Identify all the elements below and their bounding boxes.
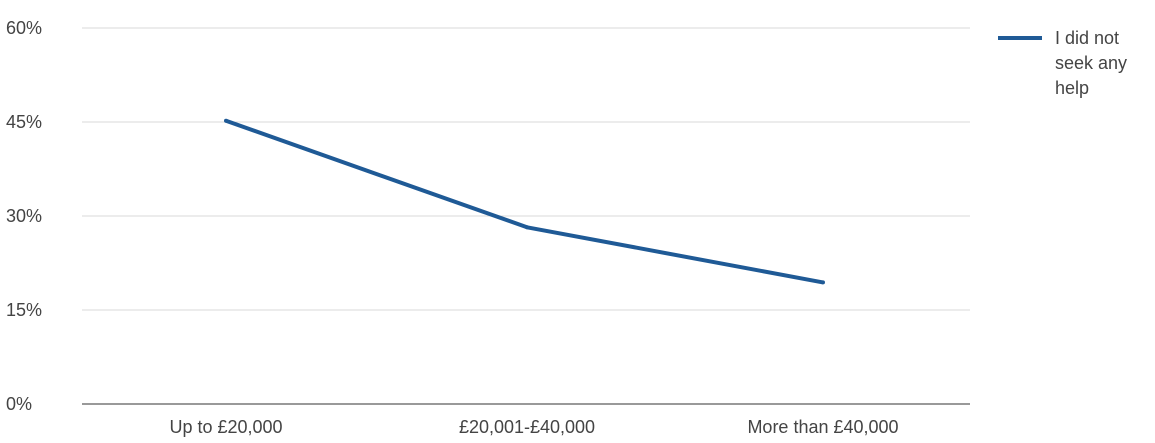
y-axis-tick-labels: 0% 15% 30% 45% 60%	[6, 18, 42, 414]
series-line	[225, 118, 824, 285]
legend-label-line: I did not	[1055, 28, 1119, 48]
y-tick-label: 15%	[6, 300, 42, 320]
gridlines	[82, 27, 970, 405]
legend-label: I did not seek any help	[1055, 28, 1127, 98]
y-tick-label: 30%	[6, 206, 42, 226]
x-tick-label: Up to £20,000	[169, 417, 282, 437]
y-tick-label: 0%	[6, 394, 32, 414]
data-point	[525, 225, 529, 230]
legend: I did not seek any help	[998, 28, 1127, 98]
data-point	[821, 280, 825, 285]
x-tick-label: £20,001-£40,000	[459, 417, 595, 437]
legend-label-line: help	[1055, 78, 1089, 98]
legend-label-line: seek any	[1055, 53, 1127, 73]
x-axis-tick-labels: Up to £20,000 £20,001-£40,000 More than £4…	[169, 417, 898, 437]
data-point	[224, 118, 228, 123]
y-tick-label: 45%	[6, 112, 42, 132]
series-lines	[224, 118, 825, 285]
y-tick-label: 60%	[6, 18, 42, 38]
x-tick-label: More than £40,000	[747, 417, 898, 437]
